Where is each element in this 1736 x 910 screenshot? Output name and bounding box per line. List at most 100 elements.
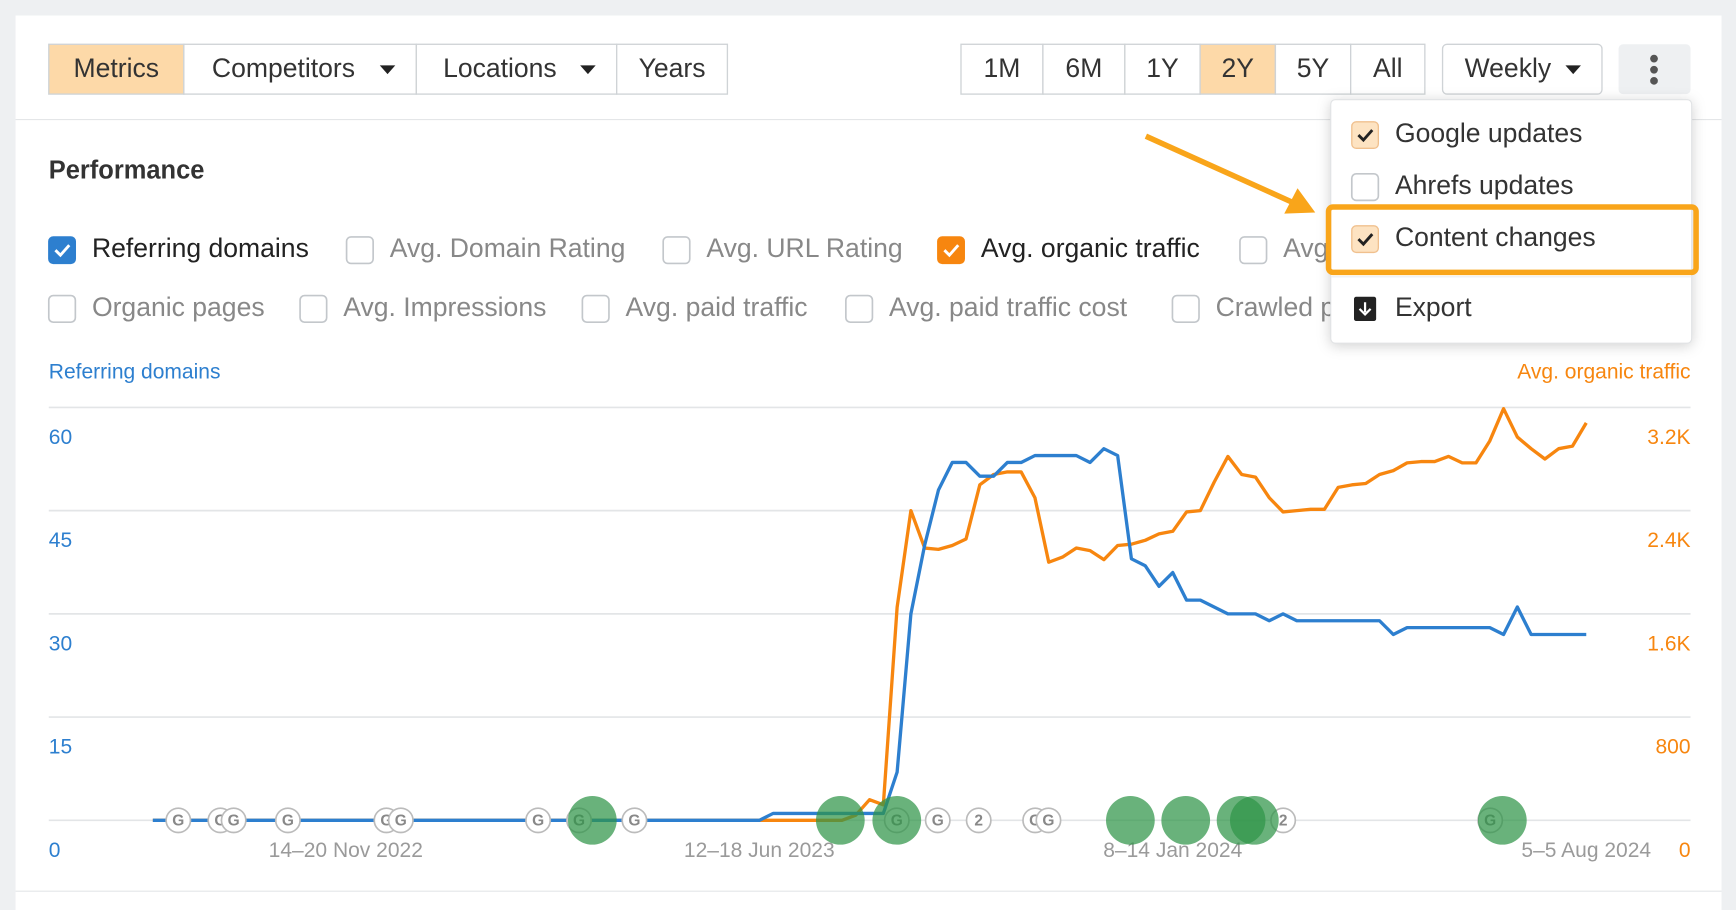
update-marker [387,807,414,834]
button-label: 1Y [1146,53,1179,83]
checkbox[interactable] [1239,236,1268,265]
checkbox[interactable] [47,294,77,323]
checkbox-label: Crawled p [1216,292,1336,322]
button[interactable] [48,43,185,95]
highlight-box [1325,204,1699,276]
dropdown-icon [379,65,396,75]
update-marker [924,807,951,834]
button[interactable] [960,43,1044,95]
y-tick-label: 15 [49,736,72,759]
checkbox-label: Avg. paid traffic cost [889,292,1128,322]
grouped-marker-label: 2 [974,813,983,830]
menu-item-label[interactable]: Google updates [1395,118,1582,148]
checkbox-label: Referring domains [92,233,309,263]
axis-title: Referring domains [49,361,221,384]
export-arrow [1358,302,1372,316]
content-change-marker [815,795,865,845]
menu-item-label[interactable]: Content changes [1395,222,1596,252]
checkbox[interactable] [845,294,874,323]
button-label: Metrics [74,53,160,83]
button-label: 2Y [1222,53,1255,83]
y-tick-label: 0 [49,839,61,862]
checkbox[interactable] [48,236,77,265]
menu-item-label[interactable]: Export [1395,292,1472,322]
y2-tick-label: 1.6K [1647,632,1690,655]
update-marker [165,807,192,834]
button-label: Locations [443,53,557,83]
x-tick-label: 5–5 Aug 2024 [1521,839,1651,862]
update-marker [1035,807,1062,834]
update-marker-label: G [228,813,240,830]
dropdown-icon [580,65,596,75]
checkbox-label: Avg. paid traffic [626,292,808,322]
checkbox-label: Avg. URL Rating [706,233,902,263]
button-label: 5Y [1297,53,1330,83]
content-change-marker [1477,795,1527,845]
button[interactable] [1274,43,1352,95]
button-label: All [1373,53,1403,83]
update-marker [274,807,301,834]
checkmark [1357,233,1374,247]
button[interactable] [1042,43,1126,95]
checkbox-label: Avg. organic traffic [981,233,1200,263]
grouped-marker-label: 2 [1279,813,1288,830]
checkbox-label: Avg. Domain Rating [390,233,626,263]
menu-item-label[interactable]: Ahrefs updates [1395,170,1574,200]
axis-title: Avg. organic traffic [1517,361,1690,384]
button-label: Years [639,53,706,83]
y2-tick-label: 2.4K [1647,529,1690,552]
button-label: 6M [1065,53,1102,83]
update-marker-label: G [172,813,184,830]
checkbox[interactable] [1351,121,1380,150]
more-dot [1650,65,1658,74]
dropdown-icon [1565,65,1581,75]
content-change-marker [1106,795,1155,845]
update-marker [525,807,552,834]
update-marker [220,807,247,834]
update-marker-label: G [1042,813,1054,830]
checkbox[interactable] [299,294,328,323]
update-marker-label: G [282,813,294,830]
checkbox-label: Avg. Impressions [343,292,546,322]
checkbox[interactable] [1350,172,1380,202]
more-dot [1650,54,1658,63]
checkbox[interactable] [937,236,965,265]
x-tick-label: 8–14 Jan 2024 [1103,839,1242,862]
update-marker-label: G [628,813,640,830]
x-tick-label: 12–18 Jun 2023 [684,839,835,862]
more-dot [1650,76,1658,85]
y2-tick-label: 3.2K [1647,426,1690,449]
annotation-arrowhead [1284,188,1316,214]
checkbox[interactable] [345,236,374,265]
y2-tick-label: 800 [1655,736,1690,759]
x-tick-label: 14–20 Nov 2022 [269,839,423,862]
button[interactable] [616,43,729,95]
update-marker-label: G [395,813,407,830]
section-title: Performance [49,156,205,184]
checkbox-label: Avg [1283,233,1328,263]
content-change-marker [1161,795,1211,845]
y-tick-label: 45 [49,529,72,552]
button-label: 1M [984,53,1021,83]
content-change-marker [872,795,922,845]
checkbox[interactable] [1351,225,1380,254]
checkbox[interactable] [581,294,610,323]
checkbox-label: Organic pages [92,292,265,322]
button[interactable] [1350,43,1426,95]
annotation-arrow [1144,133,1295,206]
checkbox[interactable] [1171,294,1200,323]
y2-tick-label: 0 [1679,839,1691,862]
checkbox[interactable] [662,236,691,265]
content-change-marker [1230,795,1279,845]
y-tick-label: 30 [49,632,72,655]
grouped-marker [965,807,992,834]
button[interactable] [1441,43,1603,95]
update-marker [621,807,648,834]
content-change-marker [567,795,617,845]
y-tick-label: 60 [49,426,72,449]
button[interactable] [183,43,417,95]
checkmark [943,244,960,258]
update-marker-label: G [532,813,544,830]
